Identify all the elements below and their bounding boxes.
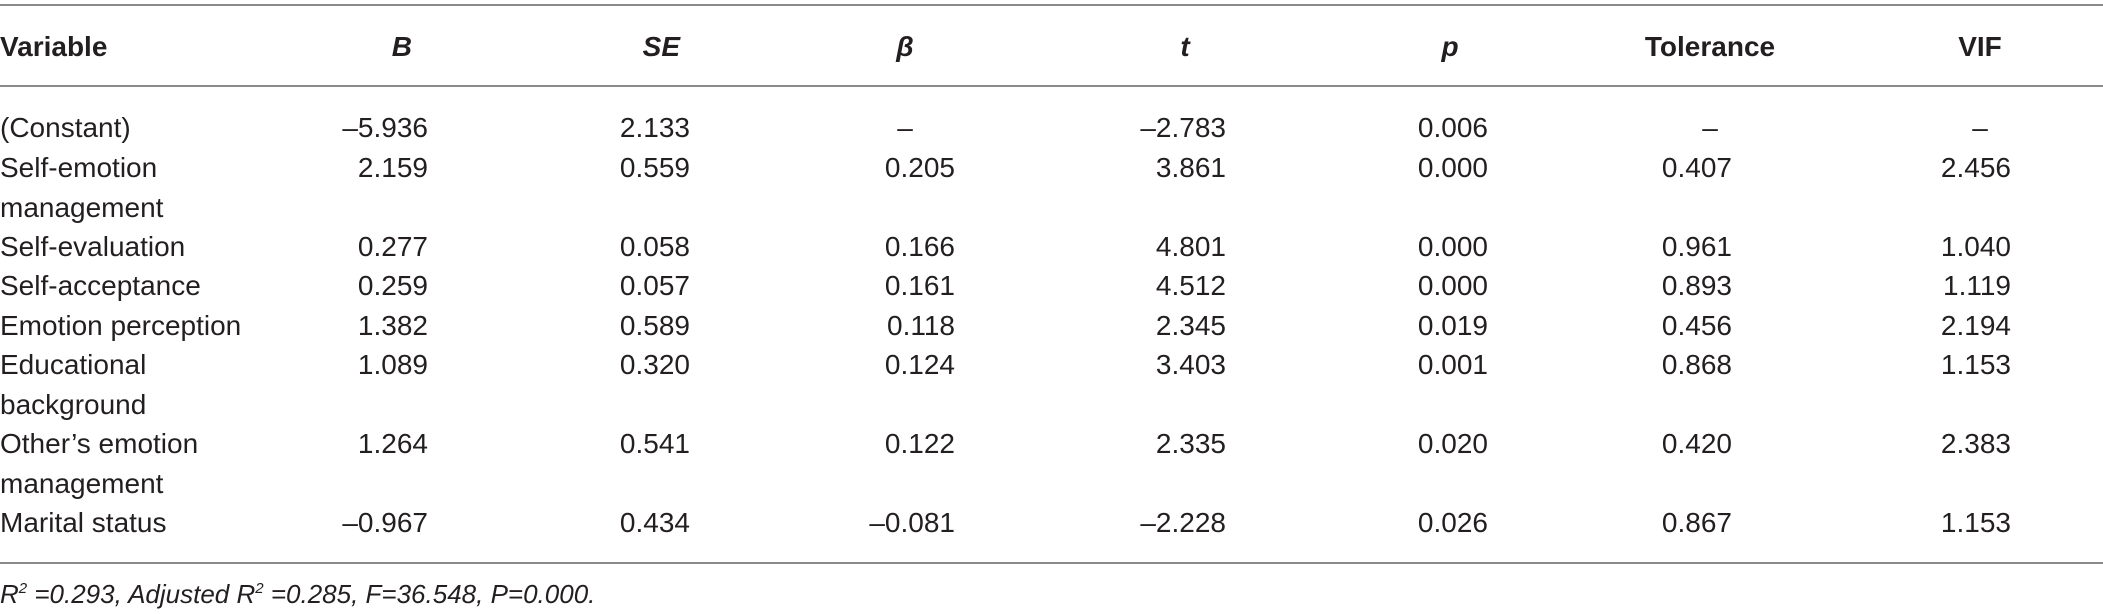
cell-p: 0.006 bbox=[1417, 112, 1488, 143]
cell-t: 3.403 bbox=[1155, 349, 1226, 380]
cell-vif: 1.153 bbox=[1940, 507, 2011, 538]
cell-vif: 1.153 bbox=[1940, 349, 2011, 380]
cell-variable: Self-emotion management bbox=[0, 152, 164, 223]
cell-t: 3.861 bbox=[1155, 152, 1226, 183]
cell-beta: – bbox=[897, 112, 913, 143]
cell-variable: Marital status bbox=[0, 507, 167, 538]
cell-se: 0.541 bbox=[619, 428, 690, 459]
cell-vif: 2.383 bbox=[1940, 428, 2011, 459]
cell-vif: 1.119 bbox=[1943, 270, 2011, 301]
cell-p: 0.000 bbox=[1417, 270, 1488, 301]
top-rule bbox=[0, 4, 2103, 6]
cell-se: 0.058 bbox=[619, 231, 690, 262]
header-variable: Variable bbox=[0, 31, 108, 62]
cell-p: 0.000 bbox=[1417, 231, 1488, 262]
cell-beta: 0.124 bbox=[884, 349, 955, 380]
bottom-rule bbox=[0, 562, 2103, 564]
cell-beta: 0.161 bbox=[884, 270, 955, 301]
cell-se: 0.320 bbox=[619, 349, 690, 380]
cell-variable: Self-acceptance bbox=[0, 270, 201, 301]
cell-p: 0.000 bbox=[1417, 152, 1488, 183]
cell-tolerance: – bbox=[1702, 112, 1718, 143]
cell-beta: –0.081 bbox=[869, 507, 955, 538]
cell-se: 0.589 bbox=[619, 310, 690, 341]
cell-tolerance: 0.893 bbox=[1661, 270, 1732, 301]
footnote-adj-sup: 2 bbox=[255, 580, 264, 597]
cell-tolerance: 0.961 bbox=[1661, 231, 1732, 262]
cell-se: 0.057 bbox=[619, 270, 690, 301]
cell-b: –0.967 bbox=[342, 507, 428, 538]
cell-variable: Educational background bbox=[0, 349, 147, 420]
cell-p: 0.020 bbox=[1417, 428, 1488, 459]
cell-beta: 0.122 bbox=[884, 428, 955, 459]
cell-variable: Other’s emotion management bbox=[0, 428, 199, 499]
cell-t: 4.801 bbox=[1155, 231, 1226, 262]
cell-tolerance: 0.868 bbox=[1661, 349, 1732, 380]
header-beta: β bbox=[896, 31, 914, 62]
header-se: SE bbox=[642, 31, 680, 62]
cell-b: –5.936 bbox=[342, 112, 428, 143]
cell-beta: 0.118 bbox=[887, 310, 955, 341]
cell-t: 4.512 bbox=[1155, 270, 1226, 301]
cell-p: 0.026 bbox=[1417, 507, 1488, 538]
cell-tolerance: 0.867 bbox=[1661, 507, 1732, 538]
footnote-adj-label: R bbox=[236, 579, 256, 609]
cell-vif: 2.194 bbox=[1940, 310, 2011, 341]
cell-beta: 0.166 bbox=[884, 231, 955, 262]
cell-t: 2.335 bbox=[1155, 428, 1226, 459]
table-footnote: R2 =0.293, Adjusted R2 =0.285, F=36.548,… bbox=[0, 574, 595, 614]
cell-tolerance: 0.456 bbox=[1661, 310, 1732, 341]
cell-variable: Self-evaluation bbox=[0, 231, 186, 262]
cell-variable: (Constant) bbox=[0, 112, 131, 143]
header-tolerance: Tolerance bbox=[1644, 31, 1776, 62]
cell-vif: – bbox=[1972, 112, 1988, 143]
footnote-r2-label: R bbox=[0, 579, 19, 609]
header-rule bbox=[0, 85, 2103, 87]
cell-b: 1.264 bbox=[357, 428, 428, 459]
cell-b: 2.159 bbox=[357, 152, 428, 183]
footnote-r2-sup: 2 bbox=[18, 580, 28, 597]
header-p: p bbox=[1441, 31, 1459, 62]
cell-t: –2.228 bbox=[1140, 507, 1226, 538]
cell-b: 0.277 bbox=[357, 231, 428, 262]
cell-vif: 2.456 bbox=[1940, 152, 2011, 183]
cell-se: 0.434 bbox=[619, 507, 690, 538]
header-b: B bbox=[391, 31, 412, 62]
cell-t: –2.783 bbox=[1140, 112, 1226, 143]
cell-vif: 1.040 bbox=[1940, 231, 2011, 262]
cell-b: 0.259 bbox=[357, 270, 428, 301]
cell-tolerance: 0.407 bbox=[1661, 152, 1732, 183]
cell-beta: 0.205 bbox=[884, 152, 955, 183]
cell-tolerance: 0.420 bbox=[1661, 428, 1732, 459]
footnote-adj-rest: =0.285, F=36.548, P=0.000. bbox=[263, 579, 596, 609]
cell-se: 2.133 bbox=[619, 112, 690, 143]
cell-p: 0.001 bbox=[1417, 349, 1488, 380]
cell-se: 0.559 bbox=[619, 152, 690, 183]
cell-b: 1.382 bbox=[357, 310, 428, 341]
header-vif: VIF bbox=[1958, 31, 2002, 62]
footnote-r2-value: =0.293, Adjusted bbox=[27, 579, 237, 609]
cell-b: 1.089 bbox=[357, 349, 428, 380]
cell-t: 2.345 bbox=[1155, 310, 1226, 341]
cell-variable: Emotion perception bbox=[0, 310, 242, 341]
cell-p: 0.019 bbox=[1417, 310, 1488, 341]
header-t: t bbox=[1180, 31, 1190, 62]
